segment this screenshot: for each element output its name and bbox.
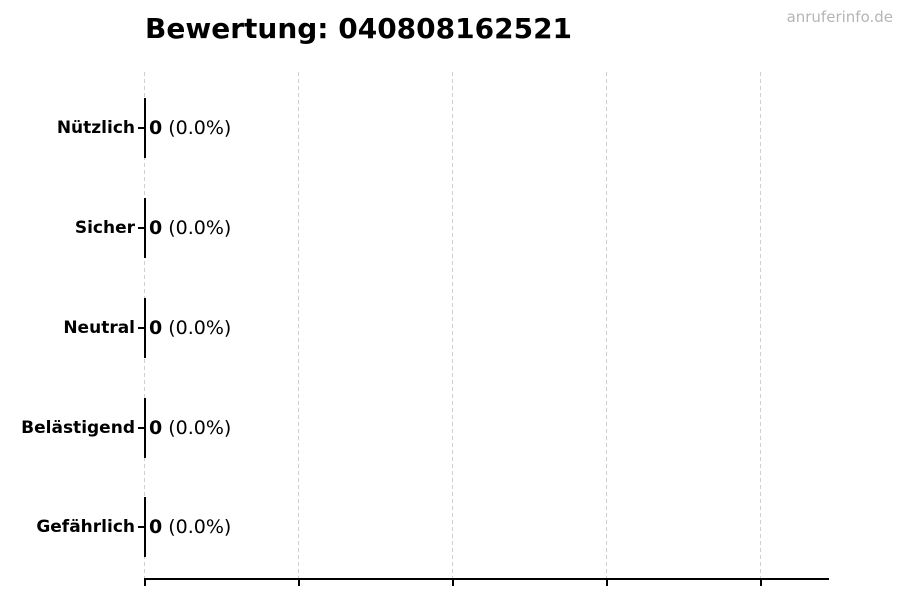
category-label: Belästigend [21, 418, 135, 438]
y-axis-tick [138, 427, 145, 429]
value-percent: (0.0%) [168, 217, 232, 239]
x-axis-tick [452, 580, 454, 586]
x-axis-tick [298, 580, 300, 586]
value-count: 0 [149, 516, 163, 538]
category-label: Gefährlich [36, 517, 135, 537]
bar-zero-outline [144, 398, 146, 458]
category-label: Nützlich [56, 118, 135, 138]
bar-zero-outline [144, 497, 146, 557]
value-count: 0 [149, 117, 163, 139]
y-axis-tick [138, 526, 145, 528]
x-axis-line [144, 578, 829, 580]
y-axis-tick [138, 327, 145, 329]
value-label: 0 (0.0%) [149, 317, 231, 339]
value-percent: (0.0%) [168, 417, 232, 439]
bar-zero-outline [144, 98, 146, 158]
value-label: 0 (0.0%) [149, 417, 231, 439]
value-label: 0 (0.0%) [149, 516, 231, 538]
chart-title: Bewertung: 040808162521 [145, 12, 573, 45]
bar-zero-outline [144, 198, 146, 258]
category-label: Neutral [63, 318, 135, 338]
gridline [452, 72, 453, 578]
value-count: 0 [149, 417, 163, 439]
watermark: anruferinfo.de [786, 8, 893, 26]
value-count: 0 [149, 217, 163, 239]
x-axis-tick [144, 580, 146, 586]
category-label: Sicher [74, 218, 135, 238]
value-label: 0 (0.0%) [149, 217, 231, 239]
value-percent: (0.0%) [168, 516, 232, 538]
bar-zero-outline [144, 298, 146, 358]
value-label: 0 (0.0%) [149, 117, 231, 139]
value-percent: (0.0%) [168, 117, 232, 139]
y-axis-tick [138, 227, 145, 229]
gridline [760, 72, 761, 578]
gridline [606, 72, 607, 578]
y-axis-tick [138, 127, 145, 129]
value-percent: (0.0%) [168, 317, 232, 339]
value-count: 0 [149, 317, 163, 339]
gridline [298, 72, 299, 578]
x-axis-tick [606, 580, 608, 586]
x-axis-tick [760, 580, 762, 586]
